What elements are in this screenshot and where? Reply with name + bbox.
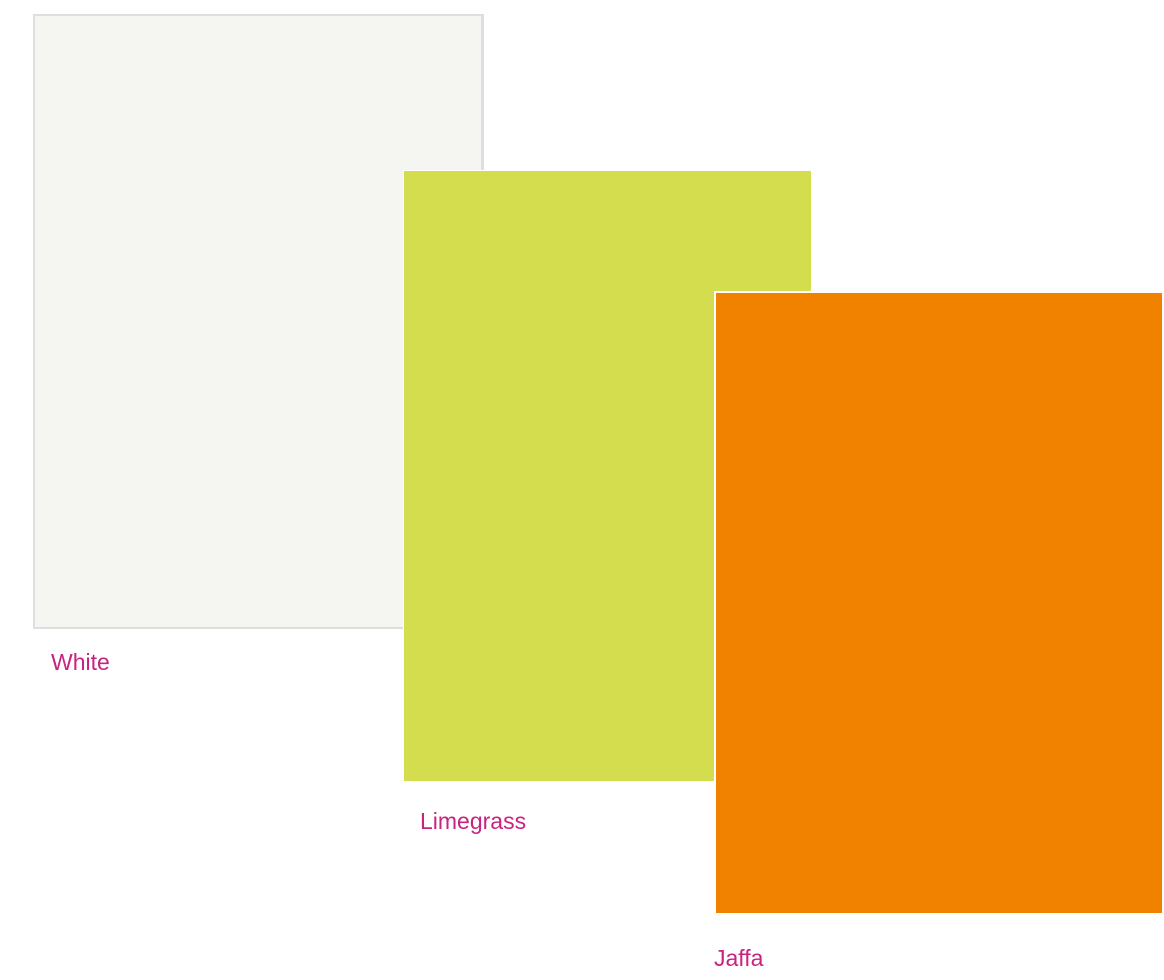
jaffa-swatch-label: Jaffa bbox=[714, 945, 764, 971]
jaffa-swatch bbox=[714, 291, 1164, 915]
limegrass-swatch-label: Limegrass bbox=[420, 808, 527, 834]
white-swatch-label: White bbox=[51, 649, 110, 675]
